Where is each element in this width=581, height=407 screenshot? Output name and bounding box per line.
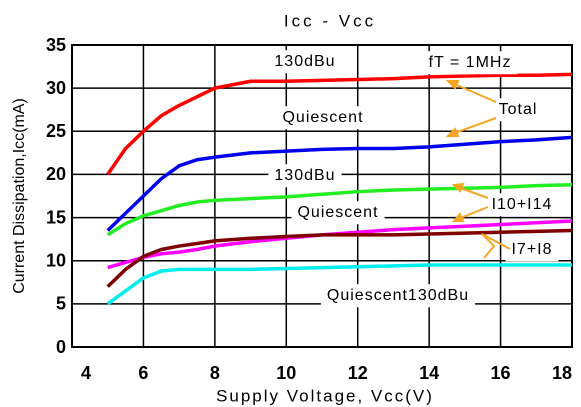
annotations: 130dBu fT = 1MHzTotalQuiescent130dBuQuies… bbox=[268, 50, 559, 308]
annotation-box bbox=[268, 164, 342, 188]
lines bbox=[106, 72, 573, 306]
arrow bbox=[457, 206, 489, 220]
y-tick-label: 20 bbox=[46, 164, 66, 184]
arrow-head bbox=[451, 182, 465, 193]
annotation-box bbox=[422, 51, 518, 75]
annotation-box bbox=[320, 284, 476, 308]
x-tick-label: 18 bbox=[552, 363, 572, 383]
x-tick-label: 10 bbox=[276, 363, 296, 383]
plot-border bbox=[71, 44, 573, 348]
y-tick-label: 35 bbox=[46, 35, 66, 55]
x-tick-label: 8 bbox=[210, 363, 220, 383]
annotation: I7+I8 bbox=[511, 241, 552, 258]
arrow-head bbox=[445, 127, 460, 137]
y-tick-label: 0 bbox=[56, 337, 66, 357]
y-tick-label: 25 bbox=[46, 121, 66, 141]
y-axis-label: Current Dissipation,Icc(mA) bbox=[11, 98, 28, 294]
annotation-box bbox=[276, 106, 370, 130]
x-tick-label: 16 bbox=[491, 363, 511, 383]
x-tick-label: 14 bbox=[419, 363, 439, 383]
annotation: fT = 1MHz bbox=[429, 54, 512, 71]
bracket bbox=[481, 233, 511, 259]
series-line bbox=[106, 183, 573, 237]
annotation: 130dBu bbox=[274, 53, 335, 70]
arrows bbox=[445, 80, 511, 259]
annotation-box bbox=[291, 201, 385, 225]
annotation-box bbox=[485, 193, 559, 217]
y-tick-label: 15 bbox=[46, 207, 66, 227]
annotation: 130dBu bbox=[274, 167, 335, 184]
annotation: Quiescent130dBu bbox=[327, 287, 469, 304]
annotation: Total bbox=[499, 101, 538, 118]
series-line bbox=[106, 72, 573, 176]
arrow-head bbox=[445, 80, 460, 90]
arrow bbox=[451, 82, 497, 103]
chart-title: Icc - Vcc bbox=[284, 11, 376, 30]
arrow-head bbox=[451, 212, 465, 222]
x-tick-label: 4 bbox=[81, 363, 91, 383]
arrow bbox=[451, 117, 497, 135]
series-line bbox=[106, 135, 573, 232]
x-axis-label: Supply Voltage, Vcc(V) bbox=[216, 386, 434, 405]
annotation: Quiescent bbox=[282, 109, 363, 126]
annotation: I10+I14 bbox=[492, 196, 553, 213]
annotation: Quiescent bbox=[297, 204, 378, 221]
y-tick-label: 5 bbox=[56, 294, 66, 314]
y-tick-label: 30 bbox=[46, 78, 66, 98]
x-tick-label: 6 bbox=[138, 363, 148, 383]
annotation-box bbox=[492, 98, 544, 122]
y-tick-label: 10 bbox=[46, 250, 66, 270]
annotation-box bbox=[505, 238, 559, 262]
arrow bbox=[457, 186, 489, 199]
series-line bbox=[106, 228, 573, 288]
annotation-box bbox=[268, 50, 342, 74]
series-line bbox=[106, 263, 572, 306]
x-tick-label: 12 bbox=[348, 363, 368, 383]
